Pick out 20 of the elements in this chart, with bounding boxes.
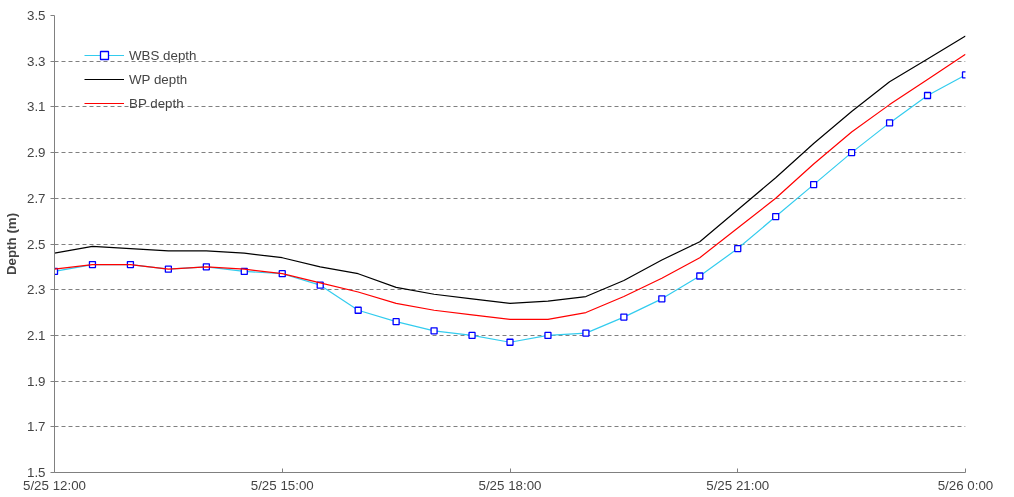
x-tick-label: 5/25 18:00 (478, 477, 542, 493)
x-tick-label: 5/25 21:00 (706, 477, 770, 493)
legend-label: WBS depth (129, 47, 197, 63)
y-tick-label: 2.1 (26, 327, 46, 343)
y-tick-label: 1.9 (26, 373, 46, 389)
legend-label: WP depth (129, 71, 188, 87)
x-tick-label: 5/26 0:00 (937, 477, 994, 493)
y-tick-label: 2.9 (26, 145, 46, 161)
legend-label: BP depth (129, 95, 184, 111)
y-tick-label: 2.7 (26, 190, 46, 206)
y-tick-label: 2.3 (26, 282, 46, 298)
y-tick-label: 3.3 (26, 53, 46, 69)
y-tick-label: 3.1 (26, 99, 46, 115)
y-tick-label: 2.5 (26, 236, 46, 252)
x-tick-label: 5/25 15:00 (250, 477, 314, 493)
y-tick-label: 1.5 (26, 465, 46, 480)
y-tick-label: 1.7 (26, 419, 46, 435)
y-axis-title: Depth (m) (3, 212, 19, 276)
y-tick-label: 3.5 (26, 8, 46, 23)
x-tick-label: 5/25 12:00 (23, 477, 86, 493)
